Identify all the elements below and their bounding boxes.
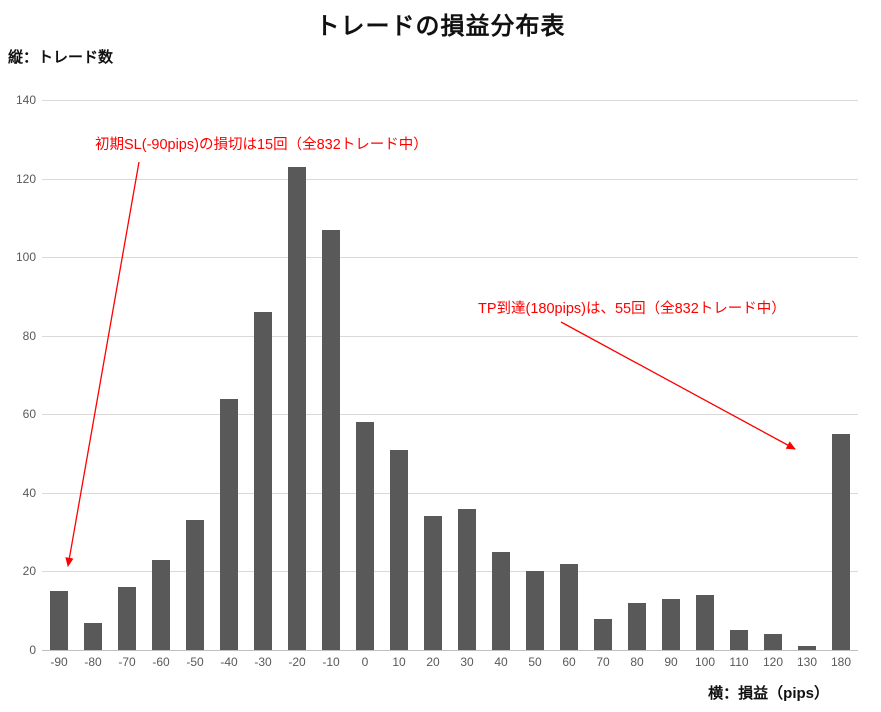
bar-slot bbox=[484, 100, 518, 650]
bar-slot bbox=[416, 100, 450, 650]
bar--40 bbox=[220, 398, 238, 650]
bar-30 bbox=[458, 508, 476, 650]
bar--60 bbox=[152, 559, 170, 650]
chart-title: トレードの損益分布表 bbox=[315, 13, 566, 40]
x-tick-label: 20 bbox=[426, 655, 440, 669]
bar-slot bbox=[382, 100, 416, 650]
y-tick-label: 0 bbox=[29, 643, 36, 657]
x-tick-label: -40 bbox=[220, 655, 238, 669]
bar-slot bbox=[790, 100, 824, 650]
bar-40 bbox=[492, 551, 510, 650]
x-tick-label: 130 bbox=[796, 655, 818, 669]
y-tick-label: 40 bbox=[22, 485, 36, 500]
x-axis-line bbox=[42, 650, 858, 651]
bar-slot bbox=[144, 100, 178, 650]
bar-slot bbox=[280, 100, 314, 650]
x-tick-label: 90 bbox=[664, 655, 678, 669]
x-tick-label: 0 bbox=[361, 655, 369, 669]
bar-120 bbox=[764, 634, 782, 650]
bar-slot bbox=[756, 100, 790, 650]
y-tick-label: 120 bbox=[15, 171, 36, 186]
bar-slot bbox=[620, 100, 654, 650]
bar-slot bbox=[42, 100, 76, 650]
gridlines bbox=[42, 100, 858, 651]
x-tick-label: 120 bbox=[762, 655, 784, 669]
x-tick-label: -60 bbox=[152, 655, 170, 669]
bar--90 bbox=[50, 591, 68, 650]
y-tick-label: 100 bbox=[15, 250, 36, 265]
gridline bbox=[42, 414, 858, 416]
y-tick-label: 20 bbox=[22, 564, 36, 579]
bar-60 bbox=[560, 563, 578, 650]
bar-20 bbox=[424, 516, 442, 650]
bar-slot bbox=[518, 100, 552, 650]
x-tick-label: -30 bbox=[254, 655, 272, 669]
bar-180 bbox=[832, 433, 850, 650]
bar-slot bbox=[76, 100, 110, 650]
bar-slot bbox=[450, 100, 484, 650]
x-tick-label: -10 bbox=[322, 655, 340, 669]
bar-70 bbox=[594, 618, 612, 650]
x-tick-label: -20 bbox=[288, 655, 306, 669]
plot-area bbox=[42, 100, 858, 651]
x-tick-label: 30 bbox=[460, 655, 474, 669]
x-tick-label: 10 bbox=[392, 655, 406, 669]
y-tick-label: 140 bbox=[15, 93, 36, 107]
bar-slot bbox=[178, 100, 212, 650]
bar-slot bbox=[212, 100, 246, 650]
y-axis-caption: 縦：トレード数 bbox=[8, 49, 114, 66]
gridline bbox=[42, 178, 858, 180]
x-axis-caption: 横：損益（pips） bbox=[708, 685, 829, 702]
bar-slot bbox=[348, 100, 382, 650]
bar-slot bbox=[586, 100, 620, 650]
bar-0 bbox=[356, 422, 374, 650]
bar-slot bbox=[110, 100, 144, 650]
bar--80 bbox=[84, 622, 102, 650]
bar--70 bbox=[118, 587, 136, 650]
bar-slot bbox=[654, 100, 688, 650]
bar--30 bbox=[254, 312, 272, 650]
x-tick-label: 100 bbox=[694, 655, 716, 669]
gridline bbox=[42, 100, 858, 101]
annotation-stoploss: 初期SL(-90pips)の損切は15回（全832トレード中） bbox=[95, 137, 428, 153]
gridline bbox=[42, 257, 858, 259]
bar-110 bbox=[730, 630, 748, 650]
gridline bbox=[42, 492, 858, 494]
bar-90 bbox=[662, 598, 680, 650]
bar-50 bbox=[526, 571, 544, 650]
bar-100 bbox=[696, 595, 714, 650]
annotation-takeprofit: TP到達(180pips)は、55回（全832トレード中） bbox=[478, 301, 786, 317]
x-tick-label: -70 bbox=[118, 655, 136, 669]
bar-slot bbox=[552, 100, 586, 650]
x-tick-label: 180 bbox=[830, 655, 852, 669]
x-tick-label: -90 bbox=[50, 655, 68, 669]
x-tick-label: 110 bbox=[729, 655, 749, 669]
bar-slot bbox=[246, 100, 280, 650]
gridline bbox=[42, 335, 858, 337]
y-tick-label: 60 bbox=[22, 407, 36, 422]
bar-80 bbox=[628, 602, 646, 650]
y-axis-ticks: 0 20 40 60 80 100 120 140 bbox=[0, 93, 36, 657]
bar-slot bbox=[314, 100, 348, 650]
x-tick-label: 40 bbox=[494, 655, 508, 669]
bar--10 bbox=[322, 229, 340, 650]
bar-series bbox=[42, 100, 858, 650]
x-tick-label: 60 bbox=[562, 655, 576, 669]
x-tick-label: 50 bbox=[528, 655, 542, 669]
x-axis-ticks: -90 -80 -70 -60 -50 -40 -30 -20 -10 0 10 20 30 40 50 60… bbox=[42, 655, 858, 669]
bar-slot bbox=[688, 100, 722, 650]
bar-slot bbox=[824, 100, 858, 650]
y-tick-label: 80 bbox=[22, 328, 36, 343]
x-tick-label: 70 bbox=[596, 655, 610, 669]
bar--20 bbox=[288, 166, 306, 650]
x-tick-label: -50 bbox=[186, 655, 204, 669]
bar--50 bbox=[186, 520, 204, 650]
gridline bbox=[42, 571, 858, 573]
bar-130 bbox=[798, 646, 816, 650]
x-tick-label: -80 bbox=[84, 655, 102, 669]
bar-10 bbox=[390, 449, 408, 650]
x-tick-label: 80 bbox=[630, 655, 644, 669]
bar-slot bbox=[722, 100, 756, 650]
